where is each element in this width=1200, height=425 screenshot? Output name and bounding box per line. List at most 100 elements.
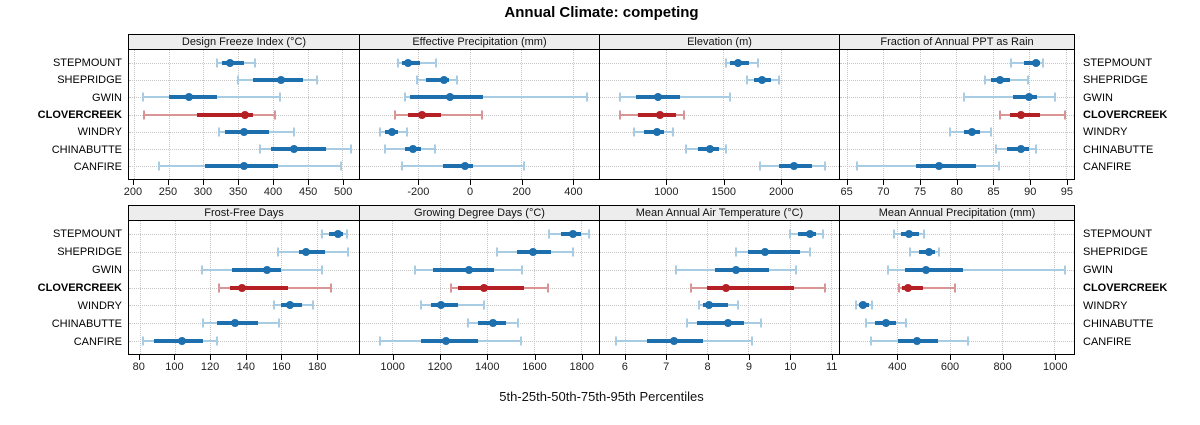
axis-tick-label: 80 xyxy=(132,361,145,373)
gridline-horizontal xyxy=(840,287,1074,289)
whisker-cap xyxy=(854,300,857,310)
panel-strip-title: Fraction of Annual PPT as Rain xyxy=(880,36,1034,48)
axis-tick xyxy=(956,180,958,185)
axis-tick-label: 1000 xyxy=(654,186,679,198)
whisker-cap xyxy=(751,336,754,346)
whisker-cap xyxy=(759,318,762,328)
whisker-cap xyxy=(588,229,591,239)
axis-tick xyxy=(883,180,885,185)
median-dot xyxy=(225,58,234,67)
whisker-cap xyxy=(870,336,873,346)
axis-tick-label: 75 xyxy=(913,186,927,198)
percentile-range-25-75 xyxy=(443,164,473,169)
axis-tick xyxy=(343,180,345,185)
median-dot xyxy=(706,144,715,153)
whisker-cap xyxy=(516,318,519,328)
median-dot xyxy=(721,283,730,292)
whisker-cap xyxy=(823,283,826,292)
median-dot xyxy=(655,110,664,119)
gridline-horizontal xyxy=(360,252,599,254)
whisker-cap xyxy=(278,318,281,328)
axis-tick-label: 90 xyxy=(1024,186,1037,198)
gridline-horizontal xyxy=(129,340,359,342)
site-label-right: CLOVERCREEK xyxy=(1083,282,1168,294)
whisker-cap xyxy=(724,58,727,68)
median-dot xyxy=(465,265,474,274)
panel-plot xyxy=(360,221,600,355)
whisker-cap xyxy=(756,58,759,68)
percentile-range-25-75 xyxy=(231,267,282,272)
whisker-cap xyxy=(157,161,160,171)
whisker-cap xyxy=(1064,265,1067,275)
axis-tick-label: 80 xyxy=(950,186,963,198)
axis-tick-label: 0 xyxy=(466,186,474,198)
median-dot xyxy=(967,127,976,136)
whisker-cap xyxy=(415,75,418,85)
gridline-horizontal xyxy=(600,62,839,64)
whisker-cap xyxy=(855,161,858,171)
axis-tick-label: 85 xyxy=(987,186,1000,198)
whisker-cap xyxy=(953,283,956,292)
whisker-cap xyxy=(316,75,319,85)
whisker-cap xyxy=(1064,110,1067,119)
percentile-range-25-75 xyxy=(715,267,769,272)
whisker-cap xyxy=(481,110,484,119)
percentile-range-5-95 xyxy=(963,96,1055,99)
whisker-cap xyxy=(329,283,332,292)
percentile-range-25-75 xyxy=(748,250,800,255)
median-dot xyxy=(859,301,868,310)
axis-tick xyxy=(1030,180,1032,185)
gridline-horizontal xyxy=(840,252,1074,254)
panel-x-axis: 80 100 120 140 160 180 xyxy=(128,355,360,377)
axis-tick xyxy=(723,180,725,185)
axis-tick xyxy=(174,355,176,360)
site-label-left: WINDRY xyxy=(77,126,122,139)
site-label-right: GWIN xyxy=(1083,91,1113,104)
whisker-cap xyxy=(966,336,969,346)
whisker-cap xyxy=(379,127,382,137)
whisker-cap xyxy=(142,336,145,346)
axis-tick xyxy=(790,355,792,360)
whisker-cap xyxy=(962,92,965,102)
whisker-cap xyxy=(345,229,348,239)
whisker-cap xyxy=(734,247,737,257)
percentile-range-25-75 xyxy=(703,303,728,308)
median-dot xyxy=(488,318,497,327)
whisker-cap xyxy=(995,144,998,154)
whisker-cap xyxy=(405,127,408,137)
site-label-right: CHINABUTTE xyxy=(1083,143,1154,156)
whisker-cap xyxy=(905,318,908,328)
median-dot xyxy=(723,318,732,327)
whisker-cap xyxy=(1041,58,1044,68)
median-dot xyxy=(529,248,538,257)
axis-tick xyxy=(238,180,240,185)
axis-tick xyxy=(138,355,140,360)
gridline-horizontal xyxy=(600,131,839,133)
whisker-cap xyxy=(685,318,688,328)
gridline-horizontal xyxy=(840,148,1074,150)
whisker-cap xyxy=(547,283,550,292)
axis-tick-label: 400 xyxy=(564,186,583,198)
axis-tick xyxy=(1066,180,1068,185)
median-dot xyxy=(241,110,250,119)
axis-tick xyxy=(573,180,575,185)
median-dot xyxy=(734,58,743,67)
axis-tick-label: 400 xyxy=(888,361,907,373)
whisker-cap xyxy=(983,75,986,85)
whisker-cap xyxy=(729,92,732,102)
site-label-right: WINDRY xyxy=(1083,126,1128,139)
median-dot xyxy=(652,127,661,136)
median-dot xyxy=(277,76,286,85)
median-dot xyxy=(263,265,271,274)
whisker-cap xyxy=(400,161,403,171)
axis-tick-label: 1800 xyxy=(569,361,595,373)
whisker-cap xyxy=(821,229,824,239)
whisker-cap xyxy=(216,336,219,346)
whisker-cap xyxy=(999,110,1002,119)
percentile-range-25-75 xyxy=(197,112,254,117)
x-axis-caption: 5th-25th-50th-75th-95th Percentiles xyxy=(499,389,704,404)
site-label-right: GWIN xyxy=(1083,264,1113,277)
whisker-cap xyxy=(997,161,1000,171)
axis-tick xyxy=(132,180,134,185)
median-dot xyxy=(924,248,933,257)
